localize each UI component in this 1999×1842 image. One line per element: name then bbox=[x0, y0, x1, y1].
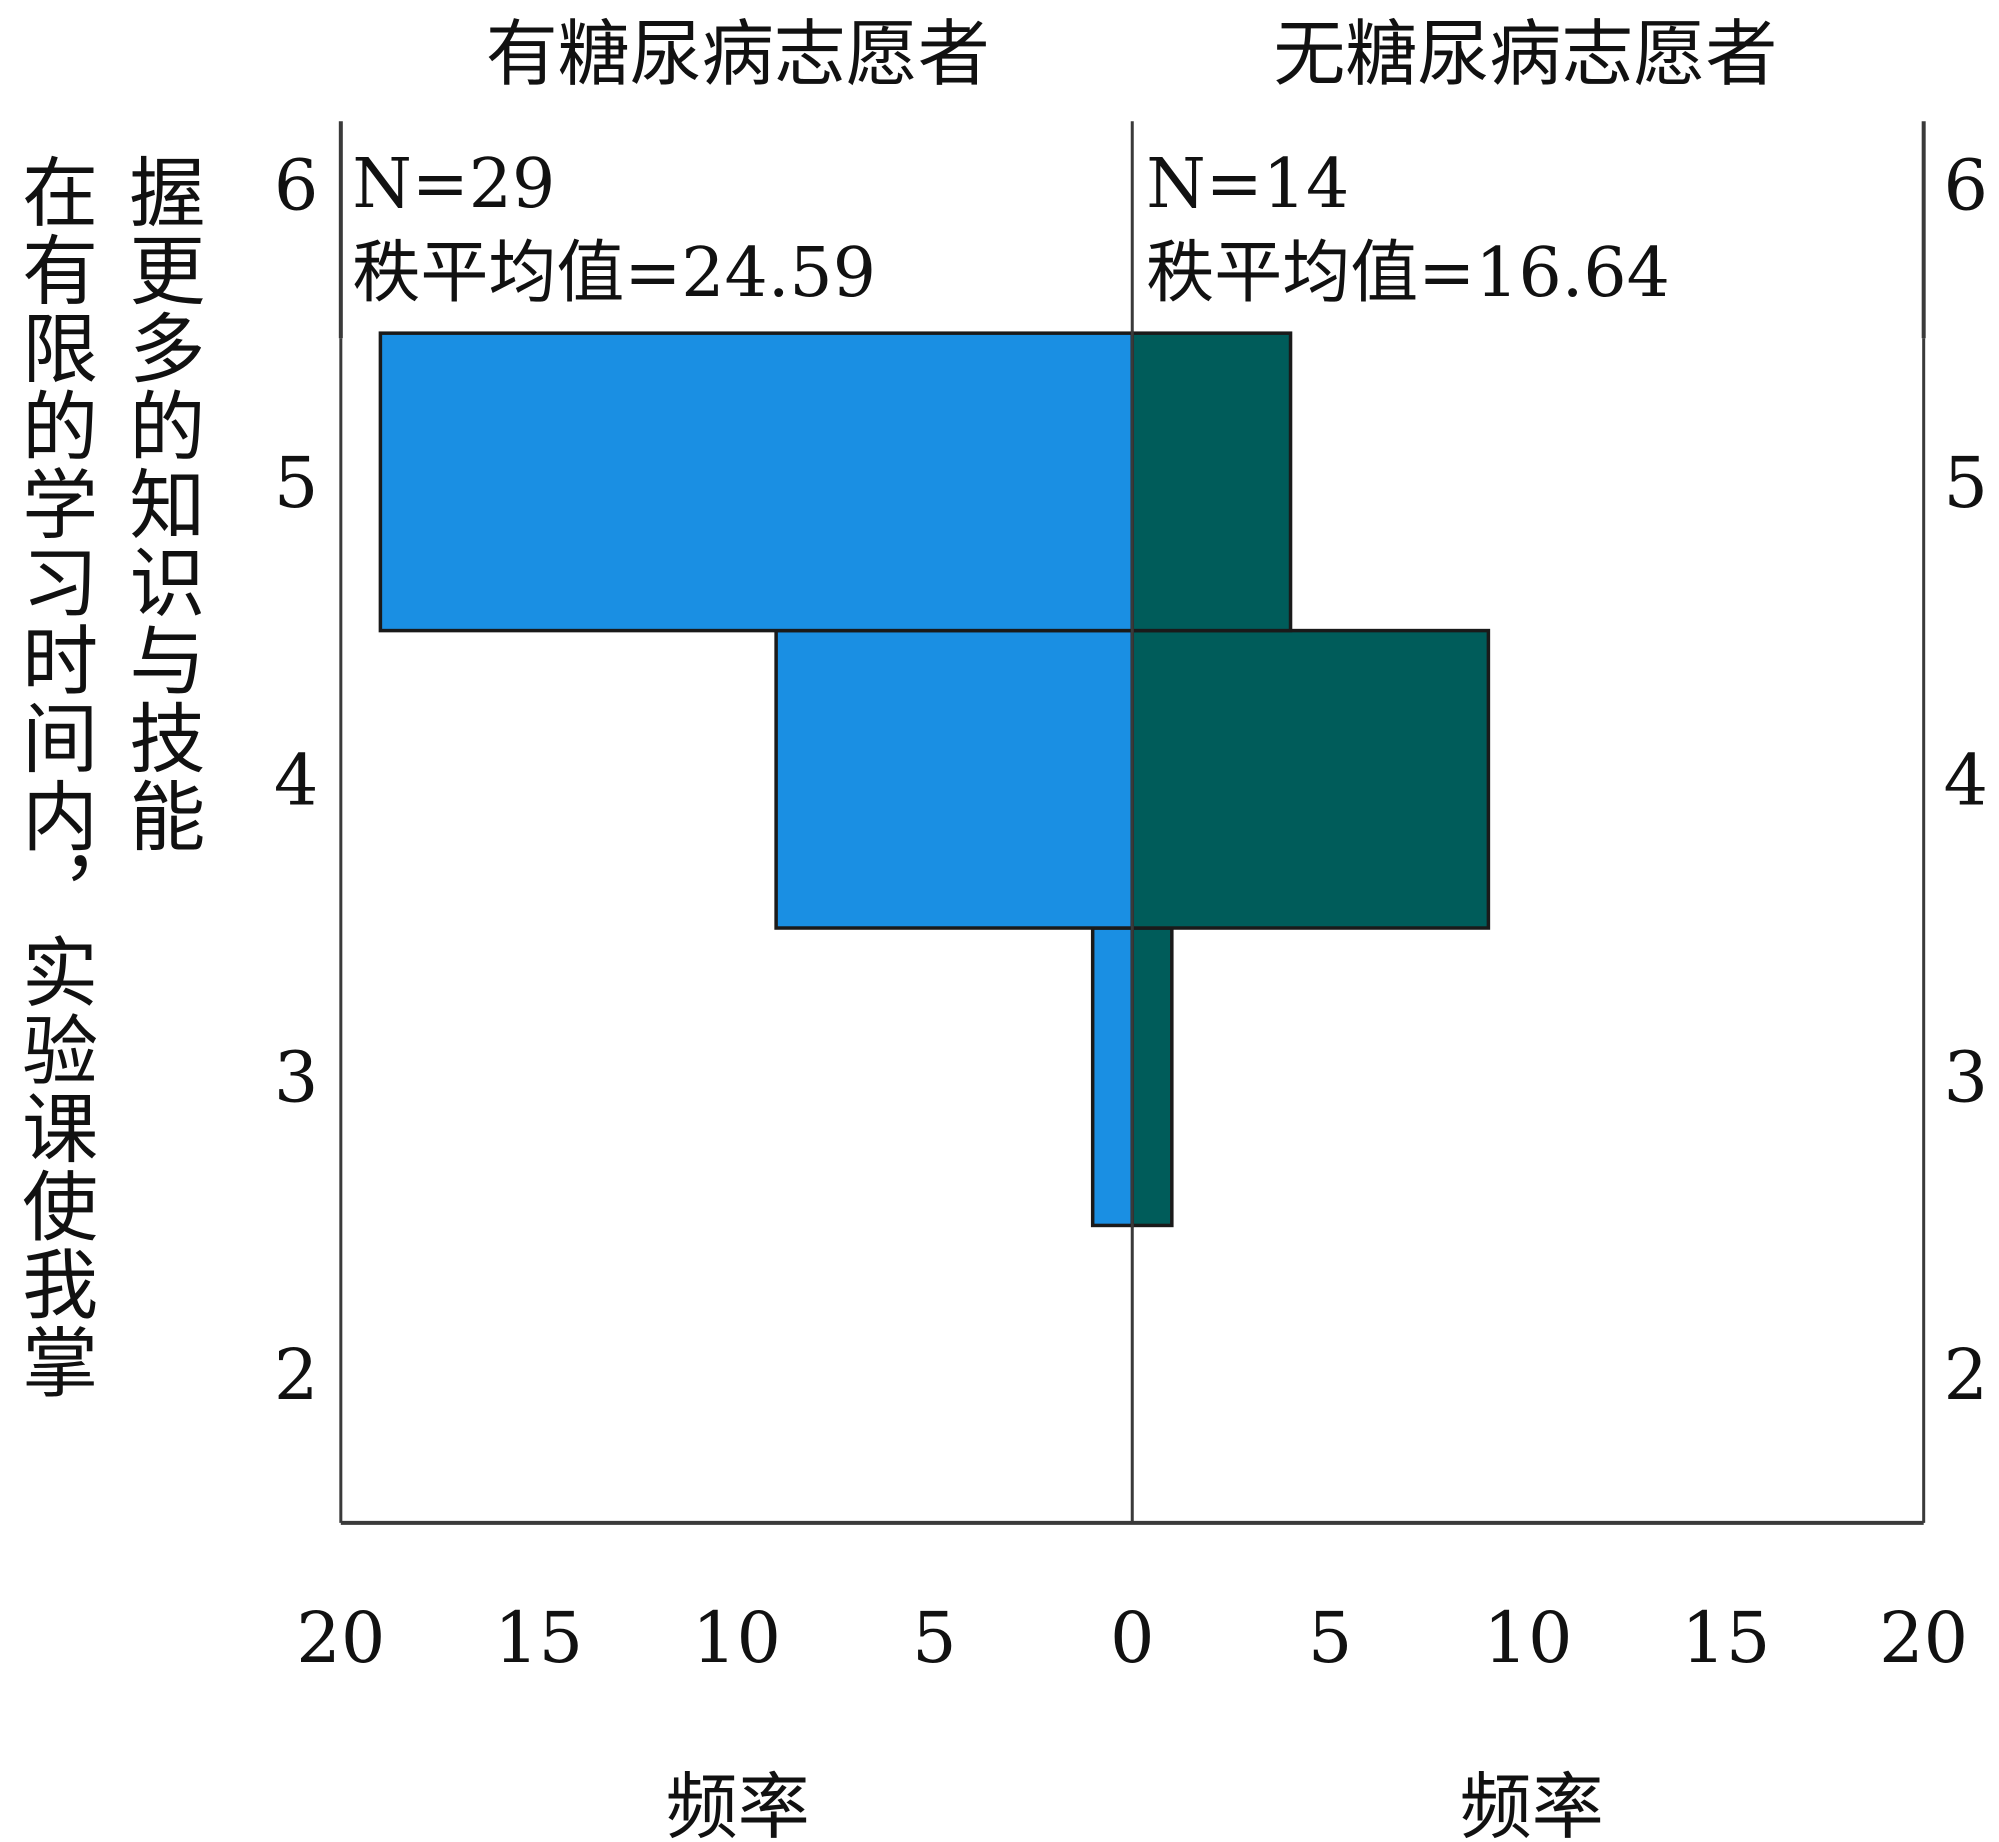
bar-left-cat-4 bbox=[774, 628, 1135, 930]
y-tick-right-5: 5 bbox=[1944, 442, 1989, 524]
x-tick-4: 0 bbox=[1110, 1597, 1155, 1679]
bar-left-cat-3 bbox=[1090, 926, 1135, 1228]
x-tick-6: 10 bbox=[1483, 1597, 1572, 1679]
bar-right-cat-3 bbox=[1130, 926, 1174, 1228]
x-tick-5: 5 bbox=[1308, 1597, 1353, 1679]
tick-labels: 2 2 3 3 4 4 5 5 6 6 20 15 10 5 0 5 10 15 20 bbox=[274, 144, 1988, 1679]
bars-layer bbox=[378, 331, 1491, 1228]
rank-mean-label-right: 秩平均值=16.64 bbox=[1146, 234, 1670, 313]
x-tick-8: 20 bbox=[1879, 1597, 1968, 1679]
y-tick-left-5: 5 bbox=[274, 442, 319, 524]
y-tick-left-3: 3 bbox=[274, 1037, 319, 1119]
n-label-left: N=29 bbox=[352, 145, 555, 224]
x-tick-0: 20 bbox=[296, 1597, 385, 1679]
y-tick-right-6: 6 bbox=[1944, 144, 1989, 226]
bar-right-cat-4 bbox=[1130, 628, 1491, 930]
y-tick-right-3: 3 bbox=[1944, 1037, 1989, 1119]
y-axis-title-line-1: 在有限的学习时间内，实验课使我掌 bbox=[9, 153, 98, 1401]
y-tick-right-2: 2 bbox=[1944, 1334, 1989, 1416]
y-tick-left-6: 6 bbox=[274, 144, 319, 226]
bar-right-cat-5 bbox=[1130, 331, 1293, 633]
y-tick-left-4: 4 bbox=[274, 739, 319, 821]
axes-frame bbox=[338, 121, 1926, 1525]
rank-mean-label-left: 秩平均值=24.59 bbox=[352, 234, 876, 313]
x-tick-3: 5 bbox=[912, 1597, 957, 1679]
x-axis-title-left: 频率 bbox=[666, 1765, 810, 1842]
panel-title-right: 无糖尿病志愿者 bbox=[1273, 12, 1777, 96]
y-axis-title-line-2: 握更多的知识与技能 bbox=[116, 153, 205, 855]
x-tick-7: 15 bbox=[1681, 1597, 1770, 1679]
n-label-right: N=14 bbox=[1146, 145, 1349, 224]
y-tick-right-4: 4 bbox=[1944, 739, 1989, 821]
bar-left-cat-5 bbox=[378, 331, 1135, 633]
x-tick-2: 10 bbox=[692, 1597, 781, 1679]
panel-title-left: 有糖尿病志愿者 bbox=[486, 12, 990, 96]
y-tick-left-2: 2 bbox=[274, 1334, 319, 1416]
x-tick-1: 15 bbox=[494, 1597, 583, 1679]
x-axis-title-right: 频率 bbox=[1460, 1765, 1604, 1842]
text-layer: 有糖尿病志愿者 无糖尿病志愿者 N=29 秩平均值=24.59 N=14 秩平均… bbox=[9, 12, 1777, 1842]
